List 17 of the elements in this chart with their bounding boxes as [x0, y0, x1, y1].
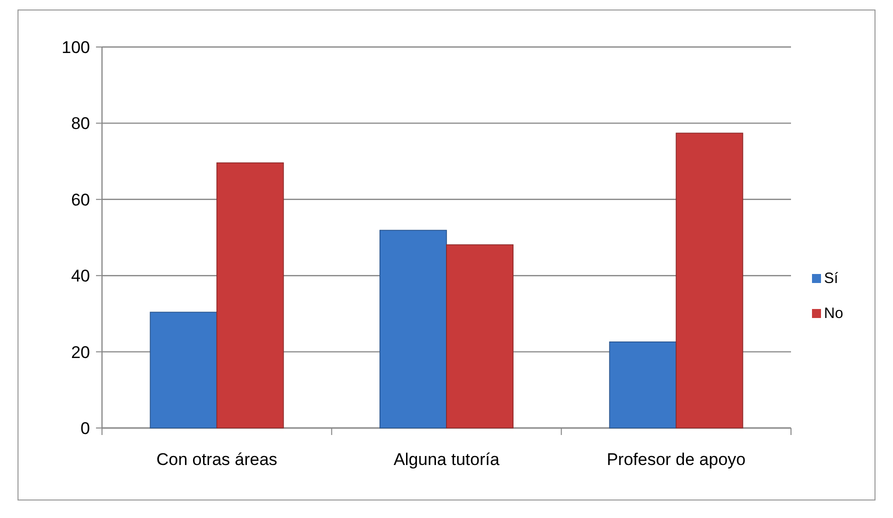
y-tick-label: 60 [71, 190, 90, 210]
legend-label: Sí [824, 270, 840, 287]
legend-label: No [824, 305, 844, 322]
bar [150, 312, 218, 428]
y-tick-label: 100 [62, 38, 90, 57]
x-tick-label: Con otras áreas [156, 450, 278, 469]
y-tick-label: 20 [71, 342, 90, 362]
x-tick-label: Alguna tutoría [394, 450, 500, 469]
y-tick-label: 80 [71, 114, 90, 134]
x-tick-label: Profesor de apoyo [606, 450, 746, 469]
bar [446, 244, 514, 428]
bar [216, 162, 284, 428]
y-tick-label: 0 [80, 418, 90, 438]
bar [676, 132, 744, 428]
bar [609, 341, 677, 428]
y-tick-label: 40 [71, 266, 90, 286]
bar [379, 230, 447, 428]
